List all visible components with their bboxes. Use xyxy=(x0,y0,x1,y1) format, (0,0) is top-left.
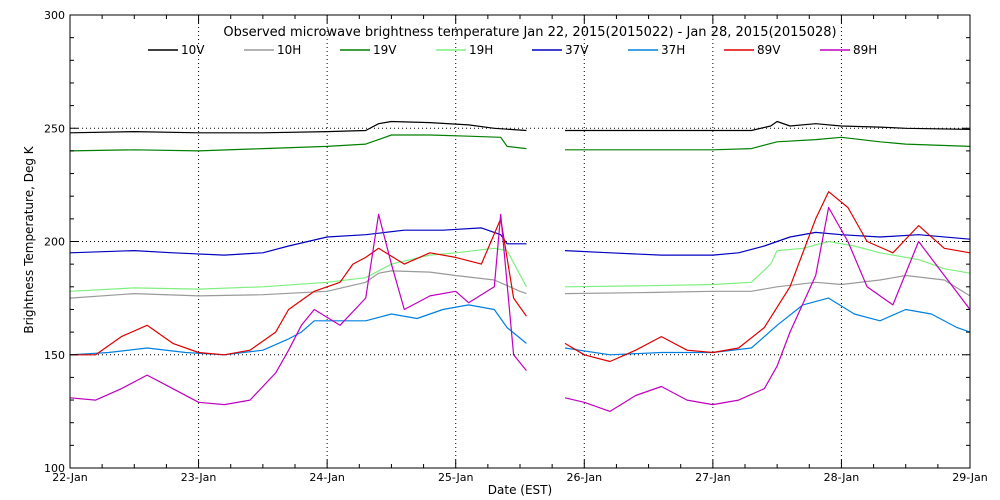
series-lines xyxy=(69,120,971,412)
series-line-89H-seg1 xyxy=(69,213,527,406)
x-tick-label-27-Jan: 27-Jan xyxy=(695,471,731,484)
y-axis-title: Brightness Temperature, Deg K xyxy=(22,145,36,333)
legend-label-37V: 37V xyxy=(565,43,589,57)
series-line-37V-seg1 xyxy=(69,227,527,256)
series-line-37V-seg2 xyxy=(564,231,971,256)
series-line-89V-seg2 xyxy=(564,191,971,363)
series-line-19V-seg1 xyxy=(69,134,527,152)
y-tick-label-150: 150 xyxy=(44,349,65,362)
series-line-19V-seg2 xyxy=(565,136,971,151)
x-tick-label-22-Jan: 22-Jan xyxy=(52,471,88,484)
series-line-37H-seg1 xyxy=(69,304,527,356)
x-axis-title: Date (EST) xyxy=(488,483,552,497)
series-line-10H-seg2 xyxy=(564,274,971,297)
x-tick-label-29-Jan: 29-Jan xyxy=(952,471,988,484)
legend-label-10V: 10V xyxy=(181,43,205,57)
x-tick-label-28-Jan: 28-Jan xyxy=(824,471,860,484)
series-line-37H-seg2 xyxy=(564,297,971,356)
series-line-19H-seg2 xyxy=(564,240,971,288)
legend-label-19H: 19H xyxy=(469,43,493,57)
axes: 100 150 200 250 300 22-Jan 23-Jan 24-Jan 25-Jan 2… xyxy=(44,9,988,484)
series-line-89H-seg2 xyxy=(564,206,971,412)
legend-label-10H: 10H xyxy=(277,43,301,57)
y-tick-label-100: 100 xyxy=(44,462,65,475)
x-tick-label-23-Jan: 23-Jan xyxy=(181,471,217,484)
y-tick-label-200: 200 xyxy=(44,236,65,249)
series-line-19H-seg1 xyxy=(69,247,527,292)
y-tick-label-250: 250 xyxy=(44,122,65,135)
legend-label-89H: 89H xyxy=(853,43,877,57)
legend-label-37H: 37H xyxy=(661,43,685,57)
y-tick-label-300: 300 xyxy=(44,9,65,22)
x-tick-label-26-Jan: 26-Jan xyxy=(567,471,603,484)
series-line-10V-seg2 xyxy=(565,120,971,132)
legend: 10V 10H 19V 19H 37V 37H 89V 89H xyxy=(148,43,877,57)
legend-label-19V: 19V xyxy=(373,43,397,57)
chart-title: Observed microwave brightness temperatur… xyxy=(223,25,836,40)
series-line-10V-seg1 xyxy=(69,120,527,134)
x-tick-label-24-Jan: 24-Jan xyxy=(309,471,345,484)
x-tick-label-25-Jan: 25-Jan xyxy=(438,471,474,484)
series-line-89V-seg1 xyxy=(70,218,527,356)
legend-label-89V: 89V xyxy=(757,43,781,57)
